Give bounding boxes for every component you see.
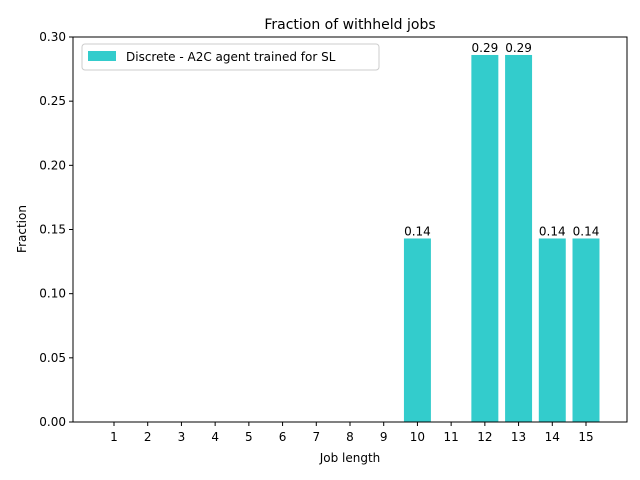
x-tick-label-5: 5	[245, 430, 253, 444]
y-axis-ticks: 0.00 0.05 0.10 0.15 0.20 0.25 0.30	[39, 30, 73, 429]
y-tick-label-0.25: 0.25	[39, 94, 66, 108]
bar-labels-group: 0.14 0.29 0.29 0.14 0.14	[404, 41, 599, 239]
x-axis-ticks: 1 2 3 4 5 6 7 8 9 10 11 12 13 14 15	[110, 422, 594, 444]
x-tick-label-9: 9	[380, 430, 388, 444]
bar-15	[572, 238, 600, 422]
bar-value-label-10: 0.14	[404, 224, 431, 238]
x-tick-label-13: 13	[511, 430, 526, 444]
y-tick-label-0.30: 0.30	[39, 30, 66, 44]
bar-13	[505, 54, 533, 422]
x-tick-label-14: 14	[545, 430, 560, 444]
x-tick-label-10: 10	[410, 430, 425, 444]
legend-frame	[81, 43, 380, 71]
bars-group	[403, 54, 600, 422]
x-tick-label-3: 3	[178, 430, 186, 444]
y-tick-label-0.15: 0.15	[39, 223, 66, 237]
x-tick-label-7: 7	[312, 430, 320, 444]
x-tick-label-1: 1	[110, 430, 118, 444]
bar-value-label-15: 0.14	[573, 224, 600, 238]
x-tick-label-15: 15	[578, 430, 593, 444]
bar-value-label-13: 0.29	[505, 41, 532, 55]
plot-frame	[72, 36, 628, 423]
y-tick-label-0.05: 0.05	[39, 351, 66, 365]
bar-value-label-14: 0.14	[539, 224, 566, 238]
legend-swatch	[88, 51, 116, 61]
y-tick-label-0.00: 0.00	[39, 415, 66, 429]
x-tick-label-4: 4	[211, 430, 219, 444]
legend-label: Discrete - A2C agent trained for SL	[126, 50, 336, 64]
x-tick-label-8: 8	[346, 430, 354, 444]
x-tick-label-12: 12	[477, 430, 492, 444]
bar-12	[471, 54, 499, 422]
y-axis-label: Fraction	[15, 205, 29, 253]
x-tick-label-6: 6	[279, 430, 287, 444]
bar-10	[403, 238, 431, 422]
y-tick-label-0.10: 0.10	[39, 287, 66, 301]
y-tick-label-0.20: 0.20	[39, 158, 66, 172]
chart-title: Fraction of withheld jobs	[264, 17, 435, 33]
x-tick-label-2: 2	[144, 430, 152, 444]
bar-value-label-12: 0.29	[472, 41, 499, 55]
bar-14	[538, 238, 566, 422]
x-tick-label-11: 11	[443, 430, 458, 444]
x-axis-label: Job length	[319, 451, 381, 465]
legend: Discrete - A2C agent trained for SL	[81, 43, 380, 71]
